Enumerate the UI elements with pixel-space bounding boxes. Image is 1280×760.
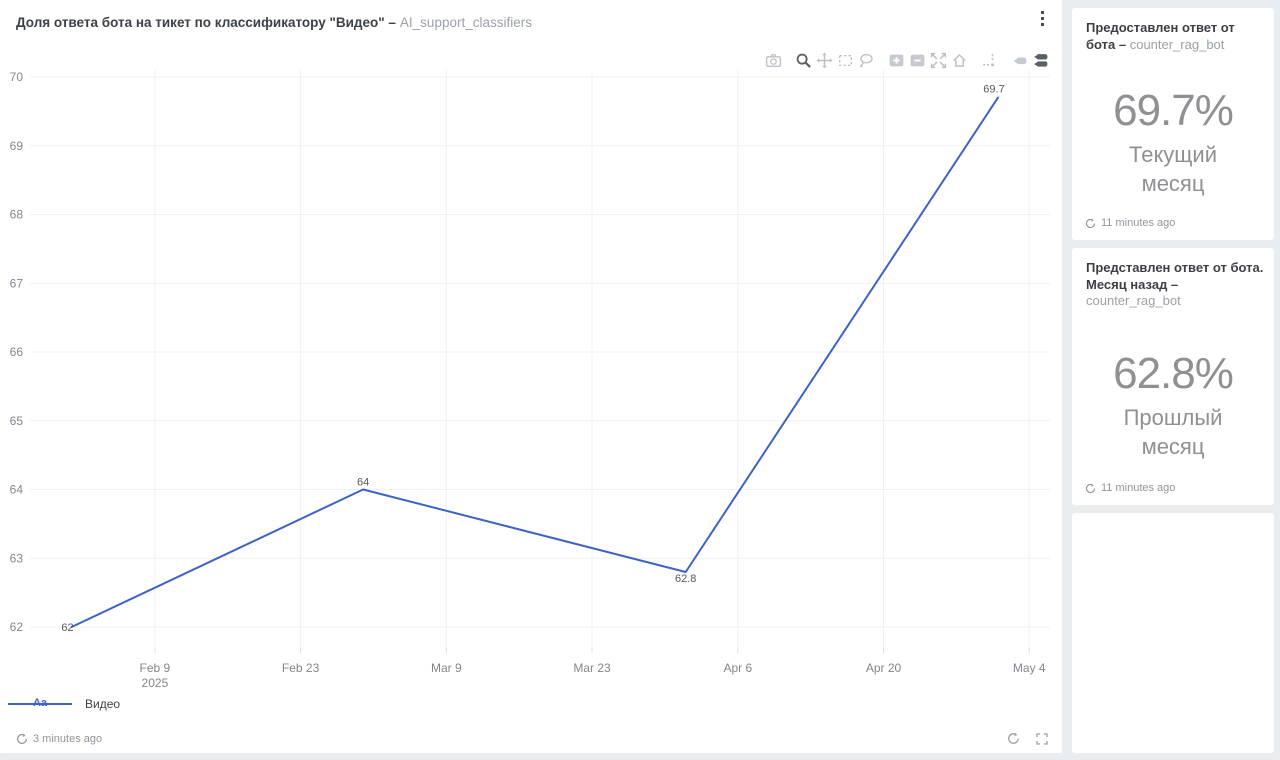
svg-text:2025: 2025 [142,676,169,690]
box-select-icon[interactable] [836,51,855,70]
stat-title: Предоставлен ответ от бота – counter_rag… [1072,8,1274,53]
svg-text:62: 62 [61,622,73,634]
legend-line-swatch: Aa [8,696,72,711]
hover-closest-icon[interactable] [1010,51,1029,70]
stat-value-label: Текущий месяц [1129,142,1217,197]
spikelines-icon[interactable] [980,51,999,70]
refresh-icon [16,733,28,745]
svg-text:Mar 9: Mar 9 [431,661,462,675]
zoom-in-icon[interactable] [887,51,906,70]
plotly-modebar [762,51,1050,70]
zoom-tool-icon[interactable] [794,51,813,70]
chart-corner-actions [1007,732,1048,745]
refresh-icon [1085,483,1096,494]
svg-text:Apr 20: Apr 20 [866,661,902,675]
chart-panel-title: Доля ответа бота на тикет по классификат… [16,15,532,30]
stat-value: 69.7% [1113,86,1234,136]
pan-tool-icon[interactable] [815,51,834,70]
chart-title-suffix: AI_support_classifiers [399,15,532,30]
svg-text:62: 62 [10,620,24,634]
svg-text:63: 63 [10,551,24,565]
stat-value: 62.8% [1113,348,1234,398]
legend-item-video[interactable]: Aa Видео [8,696,120,711]
svg-text:64: 64 [10,483,24,497]
stat-value-label: Прошлый месяц [1123,404,1223,459]
reset-axes-icon[interactable] [950,51,969,70]
chart-panel: Доля ответа бота на тикет по классификат… [0,0,1062,753]
legend-series-label: Видео [85,696,121,711]
svg-text:70: 70 [10,70,24,84]
stat-title-text: Предоставлен ответ от бота – [1086,20,1235,52]
svg-text:67: 67 [10,276,24,290]
svg-text:69: 69 [10,139,24,153]
svg-text:Feb 9: Feb 9 [140,661,171,675]
svg-text:66: 66 [10,345,24,359]
stat-panel-previous-month: Представлен ответ от бота. Месяц назад –… [1072,248,1274,505]
legend-swatch-text: Aa [32,697,48,709]
svg-text:68: 68 [10,208,24,222]
svg-text:65: 65 [10,414,24,428]
stat-title-code: counter_rag_bot [1129,36,1225,52]
svg-text:Mar 23: Mar 23 [573,661,611,675]
svg-text:62.8: 62.8 [675,573,696,585]
stat-updated-status: 11 minutes ago [1085,217,1175,229]
panel-refresh-icon[interactable] [1007,732,1020,745]
stat-title: Представлен ответ от бота. Месяц назад –… [1072,248,1274,310]
empty-panel [1072,513,1274,753]
stat-panel-current-month: Предоставлен ответ от бота – counter_rag… [1072,8,1274,240]
chart-title-text: Доля ответа бота на тикет по классификат… [16,15,396,30]
lasso-select-icon[interactable] [857,51,876,70]
chart-updated-status: 3 minutes ago [16,733,102,745]
stat-title-text: Представлен ответ от бота. Месяц назад – [1086,260,1264,292]
svg-text:69.7: 69.7 [983,84,1004,96]
stat-title-code: counter_rag_bot [1086,293,1181,309]
chart-updated-text: 3 minutes ago [33,733,103,745]
svg-text:May 4: May 4 [1013,661,1046,675]
svg-text:Apr 6: Apr 6 [723,661,752,675]
expand-icon[interactable] [1036,732,1048,745]
kebab-menu-icon[interactable] [1032,5,1052,31]
zoom-out-icon[interactable] [908,51,927,70]
refresh-icon [1085,218,1096,229]
hover-compare-icon[interactable] [1031,51,1050,70]
svg-text:Feb 23: Feb 23 [282,661,320,675]
stat-updated-status: 11 minutes ago [1085,482,1175,494]
stat-updated-text: 11 minutes ago [1101,217,1176,229]
download-plot-icon[interactable] [764,51,783,70]
stat-updated-text: 11 minutes ago [1101,482,1176,494]
svg-text:64: 64 [357,477,369,489]
autoscale-icon[interactable] [929,51,948,70]
